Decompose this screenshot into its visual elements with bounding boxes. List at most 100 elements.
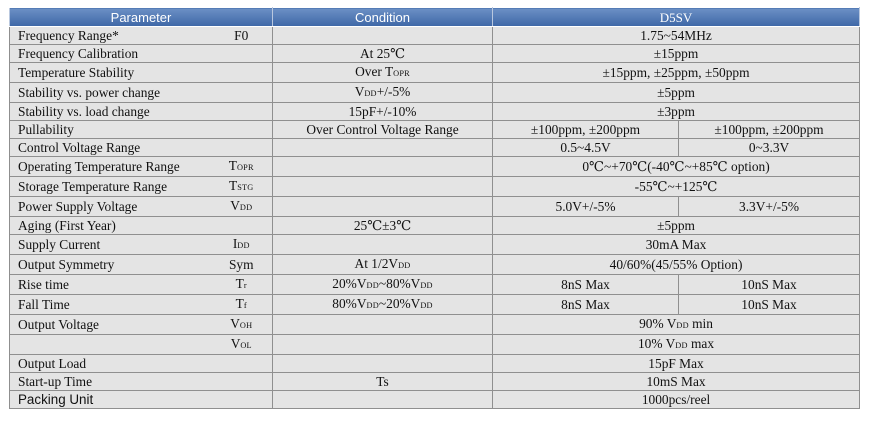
symbol-cell: VOL: [222, 334, 274, 355]
header-model: D5SV: [492, 7, 861, 27]
condition-cell: At 25℃: [272, 44, 494, 63]
condition-tail: +/-5%: [376, 84, 411, 99]
value-subscript: DD: [675, 341, 688, 350]
symbol-text: V: [230, 336, 241, 351]
condition-text: At 1/2V: [354, 256, 399, 271]
condition-text: V: [354, 84, 365, 99]
condition-subscript: DD: [366, 301, 379, 310]
condition-subscript: DD: [364, 89, 377, 98]
condition-text: ~20%V: [378, 296, 421, 311]
value-cell: -55℃~+125℃: [492, 176, 861, 197]
param-cell: Frequency Calibration: [9, 44, 223, 63]
symbol-cell: IDD: [222, 234, 274, 255]
condition-text: ~80%V: [378, 276, 421, 291]
table-row: Temperature Stability Over TOPR ±15ppm, …: [9, 62, 861, 83]
condition-cell: [272, 176, 494, 197]
table-row: Operating Temperature Range TOPR 0℃~+70℃…: [9, 156, 861, 177]
condition-cell: [272, 26, 494, 45]
condition-cell: At 1/2VDD: [272, 254, 494, 275]
value-cell: 10mS Max: [492, 372, 861, 391]
condition-text: Over T: [355, 64, 394, 79]
param-cell: Pullability: [9, 120, 223, 139]
value-cell: 1.75~54MHz: [492, 26, 861, 45]
condition-cell: Ts: [272, 372, 494, 391]
symbol-text: V: [230, 198, 240, 213]
param-cell: Storage Temperature Range: [9, 176, 223, 197]
value-cell: ±15ppm: [492, 44, 861, 63]
symbol-cell: [222, 354, 274, 373]
value-cell-3v3: 10nS Max: [678, 294, 861, 315]
symbol-text: T: [228, 158, 237, 173]
table-row: Rise time Tr 20%VDD~80%VDD 8nS Max 10nS …: [9, 274, 861, 295]
param-cell: Stability vs. power change: [9, 82, 223, 103]
symbol-subscript: DD: [237, 241, 250, 250]
condition-subscript: DD: [366, 281, 379, 290]
condition-cell: 25℃±3℃: [272, 216, 494, 235]
value-cell: 90% VDD min: [492, 314, 861, 335]
symbol-subscript: DD: [239, 203, 253, 212]
symbol-subscript: r: [243, 281, 247, 290]
symbol-cell: [222, 62, 274, 83]
symbol-cell: TSTG: [222, 176, 274, 197]
value-text: 90% V: [639, 316, 677, 331]
condition-subscript: DD: [420, 281, 433, 290]
value-cell: ±5ppm: [492, 82, 861, 103]
symbol-subscript: f: [243, 301, 247, 310]
table-row: Start-up Time Ts 10mS Max: [9, 372, 861, 391]
value-cell-3v3: 3.3V+/-5%: [678, 196, 861, 217]
param-cell: Output Load: [9, 354, 223, 373]
param-cell: Stability vs. load change: [9, 102, 223, 121]
symbol-cell: [222, 44, 274, 63]
symbol-text: T: [235, 296, 244, 311]
symbol-cell: Tr: [222, 274, 274, 295]
condition-subscript: OPR: [393, 69, 410, 78]
table-row: Output Symmetry Sym At 1/2VDD 40/60%(45/…: [9, 254, 861, 275]
symbol-cell: VOH: [222, 314, 274, 335]
symbol-cell: Sym: [222, 254, 274, 275]
condition-cell: 80%VDD~20%VDD: [272, 294, 494, 315]
table-row: Stability vs. power change VDD+/-5% ±5pp…: [9, 82, 861, 103]
table-row: Power Supply Voltage VDD 5.0V+/-5% 3.3V+…: [9, 196, 861, 217]
param-cell: Operating Temperature Range: [9, 156, 223, 177]
condition-subscript: DD: [420, 301, 433, 310]
table-row: Supply Current IDD 30mA Max: [9, 234, 861, 255]
condition-text: 80%V: [332, 296, 367, 311]
condition-cell: [272, 234, 494, 255]
value-cell: 1000pcs/reel: [492, 390, 861, 409]
value-cell: 10% VDD max: [492, 334, 861, 355]
value-text: max: [687, 336, 715, 351]
value-cell-3v3: ±100ppm, ±200ppm: [678, 120, 861, 139]
header-condition: Condition: [272, 7, 494, 27]
param-cell: Control Voltage Range: [9, 138, 223, 157]
symbol-cell: [222, 120, 274, 139]
symbol-cell: [222, 372, 274, 391]
param-cell: Temperature Stability: [9, 62, 223, 83]
symbol-text: T: [229, 178, 238, 193]
value-cell-5v: 0.5~4.5V: [492, 138, 680, 157]
param-cell: Fall Time: [9, 294, 223, 315]
symbol-cell: [222, 82, 274, 103]
symbol-cell: [222, 390, 274, 409]
value-cell-3v3: 0~3.3V: [678, 138, 861, 157]
condition-cell: [272, 314, 494, 335]
symbol-subscript: OH: [239, 321, 253, 330]
symbol-subscript: STG: [237, 183, 254, 192]
table-row: Control Voltage Range 0.5~4.5V 0~3.3V: [9, 138, 861, 157]
symbol-text: T: [235, 276, 244, 291]
symbol-cell: VDD: [222, 196, 274, 217]
table-row: Packing Unit 1000pcs/reel: [9, 390, 861, 409]
header-parameter: Parameter: [8, 7, 274, 27]
value-text: min: [688, 316, 713, 331]
condition-cell: 20%VDD~80%VDD: [272, 274, 494, 295]
param-cell: Power Supply Voltage: [9, 196, 223, 217]
table-row: Frequency Calibration At 25℃ ±15ppm: [9, 44, 861, 63]
condition-text: 20%V: [332, 276, 367, 291]
value-cell-5v: 8nS Max: [492, 274, 680, 295]
table-row: Storage Temperature Range TSTG -55℃~+125…: [9, 176, 861, 197]
param-cell: Rise time: [9, 274, 223, 295]
value-cell-5v: 8nS Max: [492, 294, 680, 315]
symbol-cell: Tf: [222, 294, 274, 315]
value-cell: 0℃~+70℃(-40℃~+85℃ option): [492, 156, 861, 177]
condition-cell: [272, 138, 494, 157]
symbol-text: I: [232, 236, 238, 251]
